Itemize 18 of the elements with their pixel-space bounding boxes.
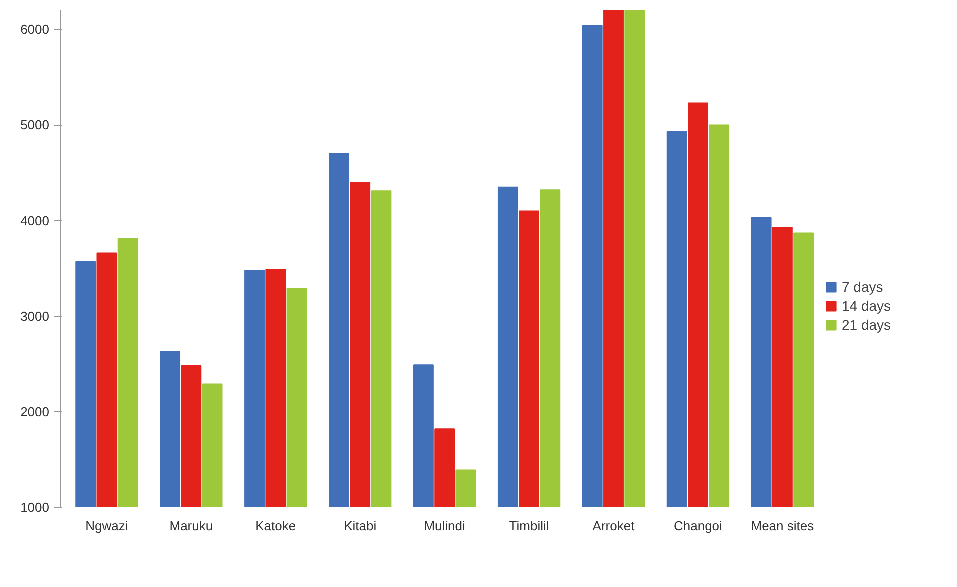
x-tick-label: Maruku [170, 518, 214, 534]
y-tick-label: 4000 [20, 213, 50, 228]
x-tick-label: Mulindi [424, 518, 466, 534]
legend-label: 7 days [842, 279, 884, 296]
y-tick-label: 2000 [20, 404, 50, 420]
y-tick-label: 5000 [20, 118, 50, 133]
x-tick-label: Ngwazi [86, 518, 128, 534]
x-tick-label: Arroket [592, 518, 636, 534]
x-tick-label: Katoke [256, 518, 296, 534]
x-tick-label: Timbilil [509, 518, 550, 534]
y-tick-label: 1000 [20, 500, 50, 515]
x-tick-label: Kitabi [344, 518, 377, 534]
y-tick-label: 3000 [20, 308, 50, 324]
x-tick-label: Mean sites [751, 518, 815, 534]
y-tick-label: 6000 [20, 22, 50, 38]
legend-label: 21 days [842, 317, 892, 334]
x-tick-label: Changoi [674, 518, 723, 534]
legend-label: 14 days [842, 298, 892, 314]
